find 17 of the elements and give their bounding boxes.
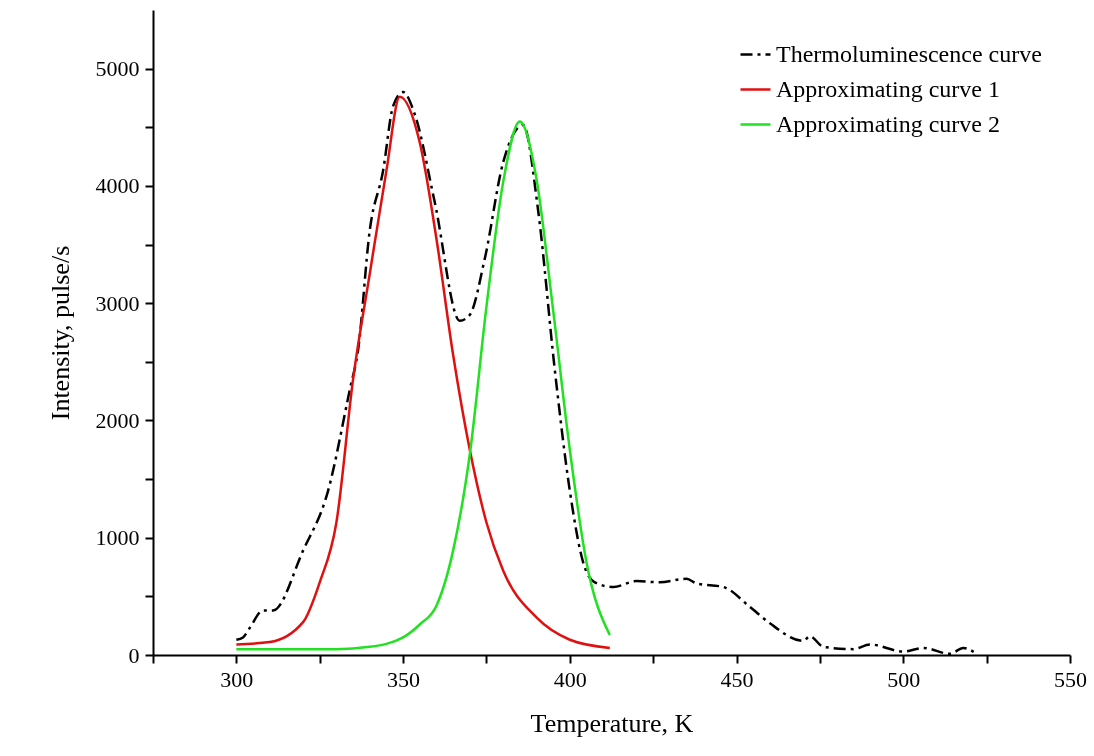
x-axis-title: Temperature, K bbox=[530, 708, 694, 738]
x-tick-label: 450 bbox=[720, 666, 754, 692]
legend-label: Approximating curve 2 bbox=[776, 110, 1000, 137]
x-tick-label: 400 bbox=[553, 666, 587, 692]
y-tick-label: 3000 bbox=[95, 290, 140, 316]
y-tick-label: 0 bbox=[128, 642, 140, 668]
x-tick-label: 350 bbox=[387, 666, 421, 692]
y-tick-label: 5000 bbox=[95, 56, 140, 82]
y-axis-title: Intensity, pulse/s bbox=[45, 245, 75, 421]
legend-label: Approximating curve 1 bbox=[776, 75, 1000, 102]
x-tick-label: 300 bbox=[220, 666, 254, 692]
x-tick-label: 550 bbox=[1054, 666, 1087, 692]
x-tick-label: 500 bbox=[887, 666, 921, 692]
y-tick-label: 1000 bbox=[95, 525, 140, 551]
y-tick-label: 2000 bbox=[95, 407, 140, 433]
legend-label: Thermoluminescence curve bbox=[776, 40, 1042, 67]
y-tick-label: 4000 bbox=[95, 173, 140, 199]
